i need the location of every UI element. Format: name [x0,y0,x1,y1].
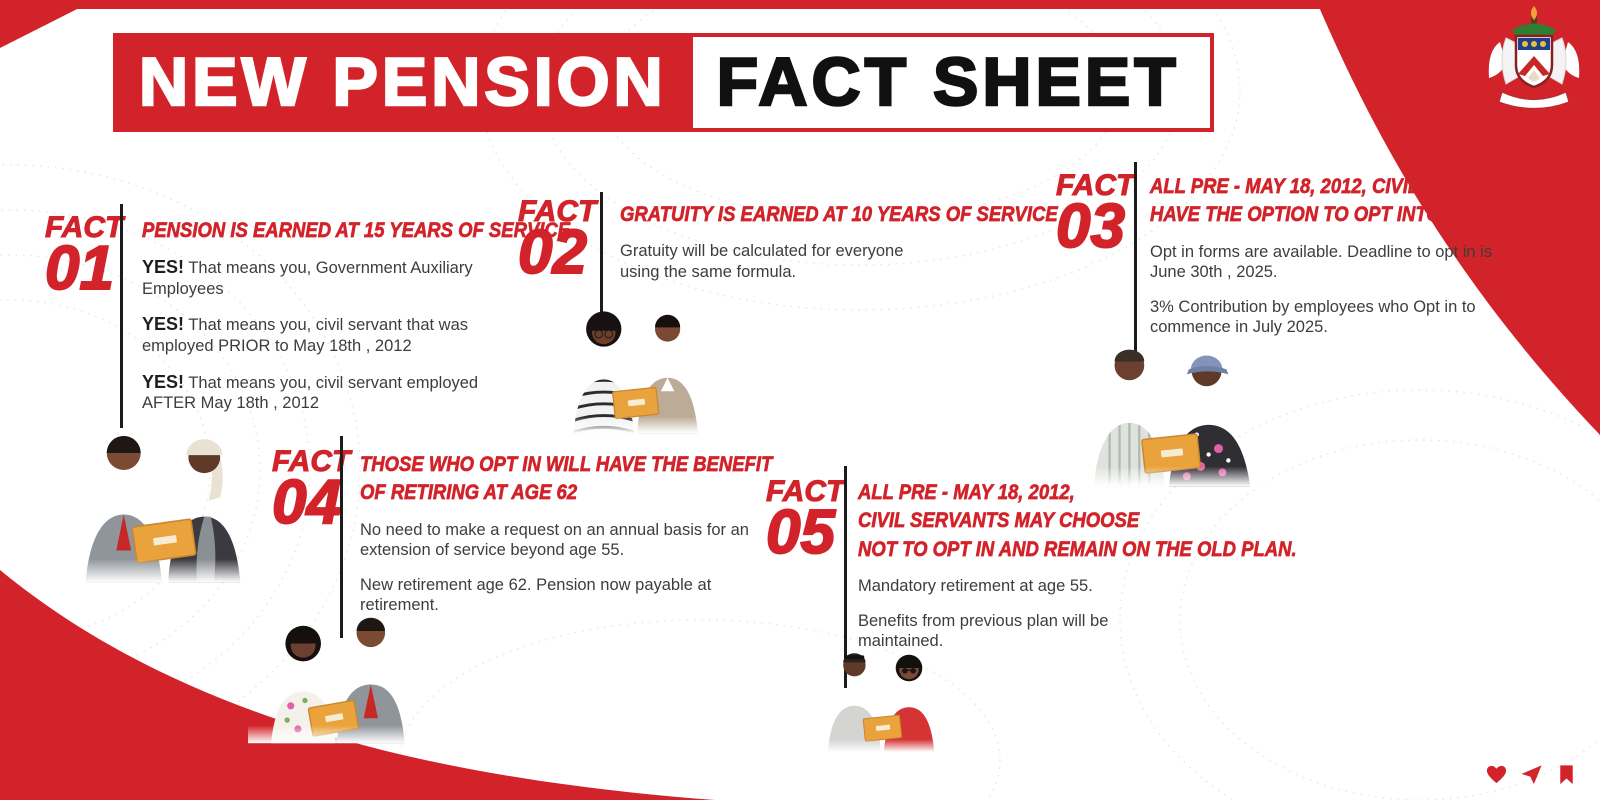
fact-01-number: FACT 01 [44,211,124,303]
fact-01-content: PENSION IS EARNED AT 15 YEARS OF SERVICE… [142,216,571,429]
fact-02-photo [550,296,718,436]
fact-02-content: GRATUITY IS EARNED AT 10 YEARS OF SERVIC… [620,200,1058,297]
fact-05-content: ALL PRE - MAY 18, 2012, CIVIL SERVANTS M… [858,478,1297,667]
fact-02-body: Gratuity will be calculated for everyone… [620,242,904,281]
fact-02-title: GRATUITY IS EARNED AT 10 YEARS OF SERVIC… [620,202,1058,227]
fact-01-divider [120,204,123,428]
fact-03-content: ALL PRE - MAY 18, 2012, CIVIL SERVANTS W… [1150,172,1587,352]
bookmark-icon[interactable] [1555,763,1578,786]
fact-05-divider [844,466,847,688]
fact-04-photo [248,596,426,748]
fact-03-divider [1134,162,1137,374]
fact-04-body: No need to make a request on an annual b… [360,520,749,615]
header-banner: NEW PENSION FACT SHEET [113,33,1214,133]
fact-01-photo [58,410,270,585]
fact-04-number: FACT 04 [271,445,351,537]
fact-05-photo [802,640,960,752]
fact-01-title: PENSION IS EARNED AT 15 YEARS OF SERVICE [142,218,571,243]
fact-04-content: THOSE WHO OPT IN WILL HAVE THE BENEFIT O… [360,450,773,630]
fact-04-title: THOSE WHO OPT IN WILL HAVE THE BENEFIT O… [360,452,773,505]
fact-02-number: FACT 02 [517,195,597,287]
footer-action-icons [1485,763,1578,786]
heart-icon[interactable] [1485,763,1508,786]
fact-05-title: ALL PRE - MAY 18, 2012, CIVIL SERVANTS M… [858,480,1297,561]
fact-03-body: Opt in forms are available. Deadline to … [1150,242,1493,337]
fact-01-body: YES! That means you, Government Auxiliar… [142,257,479,413]
fact-03-title: ALL PRE - MAY 18, 2012, CIVIL SERVANTS W… [1150,174,1587,227]
fact-05-number: FACT 05 [765,475,845,567]
fact-05-body: Mandatory retirement at age 55. Benefits… [858,577,1109,651]
fact-04-divider [340,436,343,638]
coat-of-arms-icon [1484,6,1584,116]
paper-plane-icon[interactable] [1520,763,1543,786]
fact-03-number: FACT 03 [1055,169,1135,261]
banner-title-new-pension: NEW PENSION [117,37,693,129]
fact-02-divider [600,192,603,334]
top-left-red-wedge [0,0,95,48]
fact-03-photo [1070,326,1268,488]
banner-title-fact-sheet: FACT SHEET [692,37,1210,129]
